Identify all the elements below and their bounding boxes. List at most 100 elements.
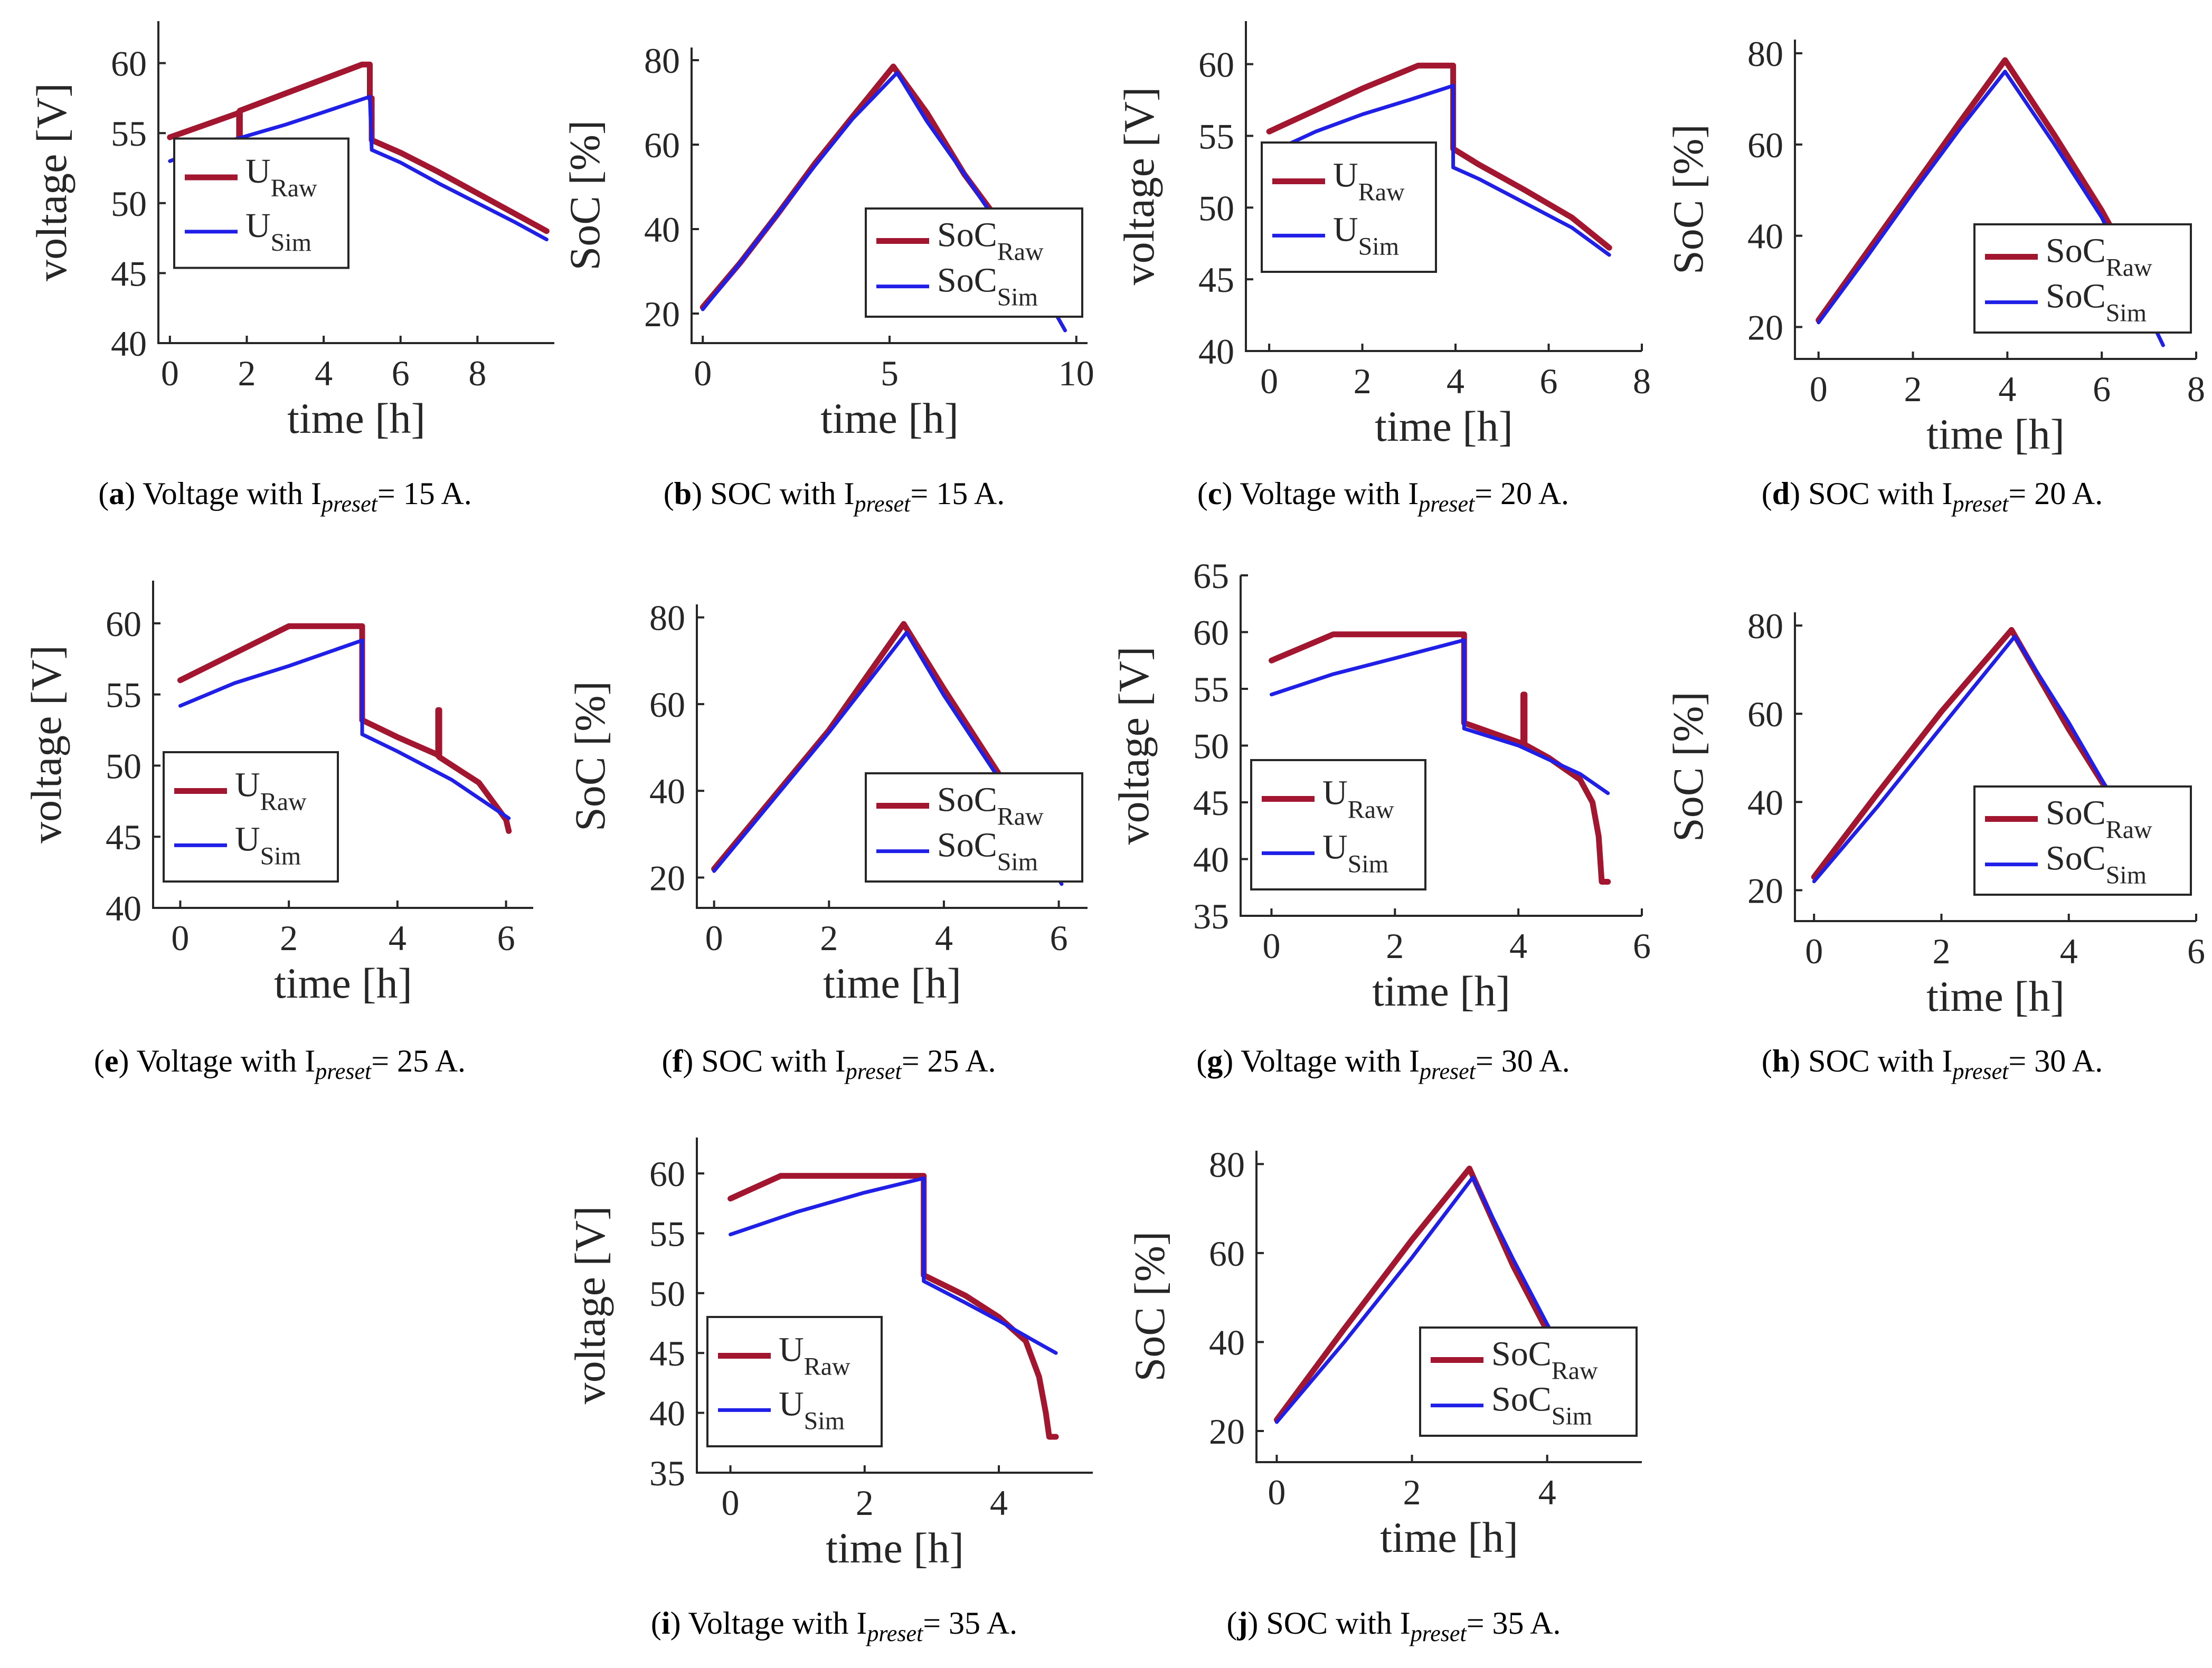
- x-axis-label: time [h]: [826, 1524, 964, 1572]
- y-tick-label: 20: [644, 294, 680, 334]
- x-tick-label: 5: [881, 353, 899, 393]
- x-tick-label: 2: [1932, 931, 1950, 971]
- y-tick-label: 55: [106, 675, 141, 715]
- y-tick-label: 50: [1193, 726, 1229, 766]
- y-tick-label: 45: [649, 1333, 685, 1373]
- y-tick-label: 45: [106, 817, 141, 857]
- legend: SoCRawSoCSim: [1974, 224, 2191, 333]
- x-tick-label: 0: [1262, 926, 1280, 966]
- legend: SoCRawSoCSim: [1420, 1328, 1637, 1436]
- y-tick-label: 40: [649, 1394, 685, 1434]
- y-tick-label: 80: [1209, 1144, 1245, 1184]
- y-tick-label: 60: [644, 125, 680, 165]
- y-axis-label: SoC [%]: [566, 681, 614, 831]
- x-axis-label: time [h]: [823, 959, 961, 1007]
- x-tick-label: 0: [694, 353, 712, 393]
- y-tick-label: 35: [1193, 896, 1229, 936]
- y-tick-label: 40: [106, 888, 141, 928]
- y-tick-label: 45: [1193, 783, 1229, 823]
- y-tick-label: 40: [644, 210, 680, 250]
- x-tick-label: 4: [1447, 361, 1464, 401]
- x-tick-label: 2: [820, 918, 838, 958]
- y-tick-label: 60: [106, 604, 141, 644]
- x-axis-label: time [h]: [274, 959, 412, 1007]
- y-tick-label: 35: [649, 1453, 685, 1493]
- y-tick-label: 40: [1193, 840, 1229, 880]
- x-tick-label: 10: [1058, 353, 1094, 393]
- x-axis-label: time [h]: [287, 394, 426, 442]
- x-tick-label: 4: [990, 1483, 1008, 1523]
- y-tick-label: 20: [649, 858, 685, 898]
- y-tick-label: 40: [1198, 331, 1234, 372]
- x-tick-label: 2: [1354, 361, 1372, 401]
- x-tick-label: 0: [1810, 369, 1828, 409]
- caption-i: (i) Voltage with Ipreset= 35 A.: [651, 1606, 1017, 1646]
- x-axis-label: time [h]: [1926, 972, 2065, 1020]
- y-tick-label: 20: [1747, 308, 1783, 348]
- y-tick-label: 60: [1193, 613, 1229, 653]
- y-axis-label: voltage [V]: [1110, 647, 1158, 845]
- x-tick-label: 2: [280, 918, 298, 958]
- panel-b: 051020406080time [h]SoC [%]SoCRawSoCSim(…: [561, 41, 1094, 517]
- y-tick-label: 60: [1747, 125, 1783, 165]
- x-tick-label: 4: [1538, 1472, 1556, 1512]
- caption-g: (g) Voltage with Ipreset= 30 A.: [1196, 1044, 1570, 1084]
- caption-c: (c) Voltage with Ipreset= 20 A.: [1197, 476, 1569, 517]
- x-tick-label: 4: [1998, 369, 2016, 409]
- y-tick-label: 40: [649, 771, 685, 811]
- y-tick-label: 80: [644, 41, 680, 81]
- y-axis-label: SoC [%]: [561, 120, 609, 271]
- y-tick-label: 60: [111, 44, 147, 84]
- x-tick-label: 2: [1904, 369, 1922, 409]
- y-tick-label: 60: [649, 1154, 685, 1194]
- x-tick-label: 0: [171, 918, 189, 958]
- caption-a: (a) Voltage with Ipreset= 15 A.: [98, 476, 472, 517]
- legend: URawUSim: [1251, 760, 1425, 889]
- x-tick-label: 6: [1050, 918, 1068, 958]
- panel-c: 024684045505560time [h]voltage [V]URawUS…: [1115, 21, 1651, 517]
- y-tick-label: 55: [1193, 669, 1229, 709]
- y-tick-label: 80: [1747, 606, 1783, 646]
- y-tick-label: 50: [649, 1274, 685, 1314]
- caption-j: (j) SOC with Ipreset= 35 A.: [1226, 1606, 1561, 1646]
- x-tick-label: 6: [1540, 361, 1558, 401]
- y-tick-label: 65: [1193, 556, 1229, 596]
- x-tick-label: 0: [1805, 931, 1823, 971]
- panel-e: 02464045505560time [h]voltage [V]URawUSi…: [22, 581, 533, 1084]
- y-axis-label: voltage [V]: [22, 645, 70, 844]
- legend: SoCRawSoCSim: [866, 773, 1082, 882]
- y-tick-label: 50: [111, 184, 147, 224]
- y-axis-label: voltage [V]: [566, 1206, 614, 1405]
- x-tick-label: 6: [2187, 931, 2205, 971]
- legend: URawUSim: [1262, 143, 1436, 272]
- legend: URawUSim: [164, 752, 338, 882]
- y-tick-label: 20: [1209, 1411, 1245, 1452]
- x-axis-label: time [h]: [1375, 402, 1513, 450]
- x-tick-label: 4: [315, 353, 333, 393]
- y-tick-label: 40: [1747, 216, 1783, 257]
- y-tick-label: 55: [111, 113, 147, 154]
- x-tick-label: 4: [1509, 926, 1527, 966]
- caption-e: (e) Voltage with Ipreset= 25 A.: [94, 1044, 466, 1084]
- y-tick-label: 50: [1198, 188, 1234, 228]
- y-tick-label: 50: [106, 746, 141, 786]
- caption-f: (f) SOC with Ipreset= 25 A.: [661, 1044, 996, 1084]
- x-tick-label: 6: [497, 918, 515, 958]
- x-tick-label: 0: [722, 1483, 740, 1523]
- legend: SoCRawSoCSim: [1974, 786, 2191, 895]
- y-axis-label: SoC [%]: [1664, 124, 1712, 274]
- legend: URawUSim: [174, 139, 348, 268]
- y-tick-label: 60: [1209, 1234, 1245, 1274]
- figure-canvas: 024684045505560time [h]voltage [V]URawUS…: [0, 0, 2212, 1668]
- y-tick-label: 60: [1198, 45, 1234, 85]
- x-axis-label: time [h]: [1380, 1513, 1518, 1561]
- x-tick-label: 6: [2093, 369, 2111, 409]
- y-tick-label: 80: [1747, 34, 1783, 74]
- x-tick-label: 8: [1633, 361, 1651, 401]
- y-tick-label: 40: [111, 324, 147, 364]
- y-tick-label: 45: [111, 253, 147, 293]
- y-tick-label: 40: [1209, 1322, 1245, 1362]
- x-tick-label: 8: [2187, 369, 2205, 409]
- panel-d: 0246820406080time [h]SoC [%]SoCRawSoCSim…: [1664, 34, 2205, 517]
- panel-i: 024354045505560time [h]voltage [V]URawUS…: [566, 1138, 1093, 1646]
